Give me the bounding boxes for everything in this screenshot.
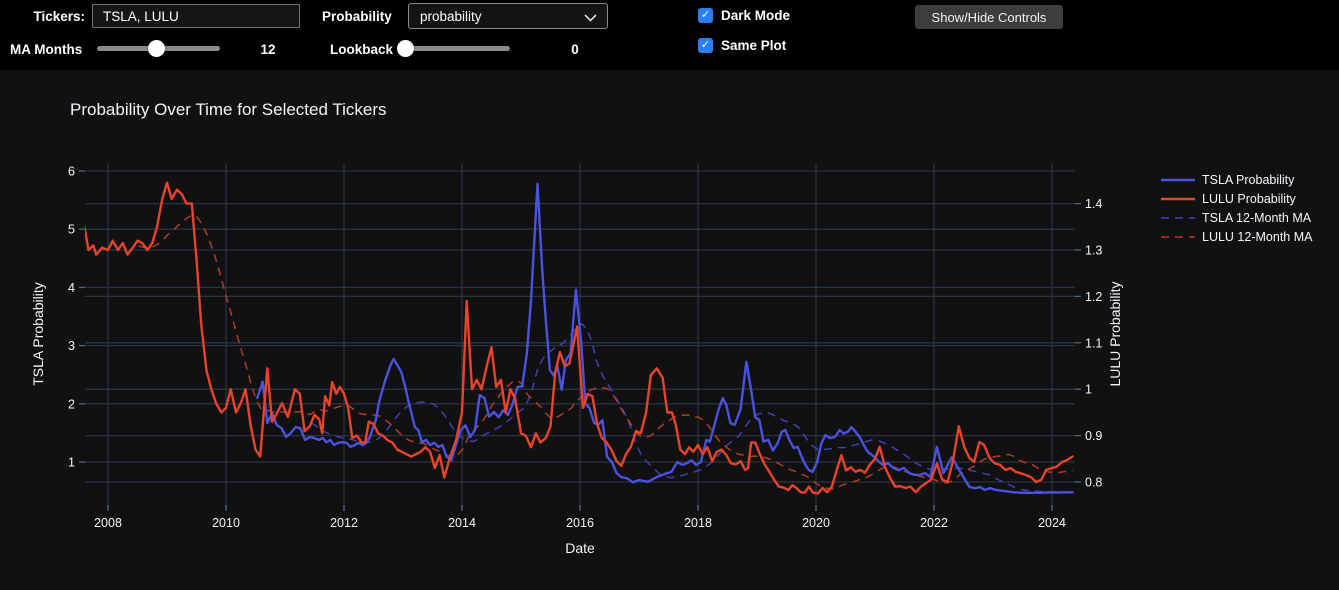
tsla-probability-line[interactable] xyxy=(256,182,1074,494)
y-left-axis-title: TSLA Probability xyxy=(30,282,46,386)
x-tick-label: 2024 xyxy=(1038,516,1066,530)
lookback-slider[interactable] xyxy=(397,40,510,57)
tickers-input[interactable] xyxy=(92,4,300,28)
probability-label: Probability xyxy=(322,9,392,24)
axes: 2008 2010 2012 2014 2016 2018 2020 2022 2024 1 2 3 4… xyxy=(30,165,1123,557)
chart-title: Probability Over Time for Selected Ticke… xyxy=(70,100,387,119)
lookback-slider-track[interactable] xyxy=(400,46,510,51)
lookback-slider-thumb[interactable] xyxy=(397,40,414,57)
y-right-tick-label: 0.9 xyxy=(1085,429,1102,443)
y-right-tick-label: 1.1 xyxy=(1085,336,1102,350)
lookback-value: 0 xyxy=(571,42,579,57)
x-tick-label: 2022 xyxy=(920,516,948,530)
chart-plot-area[interactable]: 2008 2010 2012 2014 2016 2018 2020 2022 2024 1 2 3 4… xyxy=(0,70,1339,585)
control-bar: Tickers: Probability probability ✓ Dark … xyxy=(0,0,1339,70)
check-icon: ✓ xyxy=(700,9,711,21)
legend-line-sample xyxy=(1161,197,1195,201)
ma-months-slider-thumb[interactable] xyxy=(148,40,165,57)
y-left-tick-label: 1 xyxy=(68,456,75,470)
dark-mode-label: Dark Mode xyxy=(721,8,791,23)
check-icon: ✓ xyxy=(700,39,711,51)
tsla-12-month-ma-line[interactable] xyxy=(310,322,1069,494)
y-right-tick-label: 0.8 xyxy=(1085,476,1102,490)
legend-label: TSLA 12-Month MA xyxy=(1202,211,1312,225)
y-right-tick-label: 1.2 xyxy=(1085,290,1102,304)
legend-label: LULU Probability xyxy=(1202,192,1296,206)
ma-months-value: 12 xyxy=(260,42,276,57)
gridlines xyxy=(85,163,1075,505)
y-right-tick-label: 1.4 xyxy=(1085,197,1102,211)
same-plot-label: Same Plot xyxy=(721,38,787,53)
y-left-tick-label: 5 xyxy=(68,223,75,237)
legend-line-sample xyxy=(1161,217,1195,219)
x-axis-title: Date xyxy=(565,540,595,556)
y-right-tick-label: 1 xyxy=(1085,383,1092,397)
lulu-probability-line[interactable] xyxy=(84,181,1074,495)
legend-line-sample xyxy=(1161,178,1195,182)
y-right-axis-title: LULU Probability xyxy=(1107,281,1123,386)
legend-label: LULU 12-Month MA xyxy=(1202,230,1313,244)
y-left-tick-label: 4 xyxy=(68,281,75,295)
dark-mode-checkbox[interactable]: ✓ xyxy=(698,8,713,23)
series-lines xyxy=(84,181,1074,495)
y-left-tick-label: 2 xyxy=(68,397,75,411)
y-right-tick-label: 1.3 xyxy=(1085,244,1102,258)
x-tick-label: 2008 xyxy=(94,516,122,530)
chart-legend: TSLA Probability LULU Probability TSLA 12-… xyxy=(1161,173,1312,244)
legend-line-sample xyxy=(1161,236,1195,238)
legend-label: TSLA Probability xyxy=(1202,173,1295,187)
legend-item[interactable]: LULU Probability xyxy=(1161,192,1312,206)
tickers-label: Tickers: xyxy=(33,9,85,24)
lookback-label: Lookback xyxy=(330,42,394,57)
y-left-tick-label: 3 xyxy=(68,339,75,353)
probability-select-value: probability xyxy=(420,8,482,24)
x-tick-label: 2018 xyxy=(684,516,712,530)
x-tick-label: 2010 xyxy=(212,516,240,530)
probability-select[interactable]: probability xyxy=(408,3,608,29)
x-tick-label: 2012 xyxy=(330,516,358,530)
dark-mode-checkbox-row: ✓ Dark Mode xyxy=(698,8,790,23)
show-hide-controls-button[interactable]: Show/Hide Controls xyxy=(915,5,1063,29)
ma-months-label: MA Months xyxy=(10,42,83,57)
x-tick-label: 2016 xyxy=(566,516,594,530)
x-tick-label: 2020 xyxy=(802,516,830,530)
legend-item[interactable]: TSLA 12-Month MA xyxy=(1161,211,1312,225)
x-tick-label: 2014 xyxy=(448,516,476,530)
same-plot-checkbox-row: ✓ Same Plot xyxy=(698,38,786,53)
same-plot-checkbox[interactable]: ✓ xyxy=(698,38,713,53)
legend-item[interactable]: LULU 12-Month MA xyxy=(1161,230,1312,244)
legend-item[interactable]: TSLA Probability xyxy=(1161,173,1312,187)
ma-months-slider[interactable] xyxy=(97,40,220,57)
chart-area: Probability Over Time for Selected Ticke… xyxy=(0,70,1339,585)
lulu-12-month-ma-line[interactable] xyxy=(138,214,1073,490)
y-left-tick-label: 6 xyxy=(68,165,75,179)
chevron-down-icon xyxy=(584,14,597,22)
